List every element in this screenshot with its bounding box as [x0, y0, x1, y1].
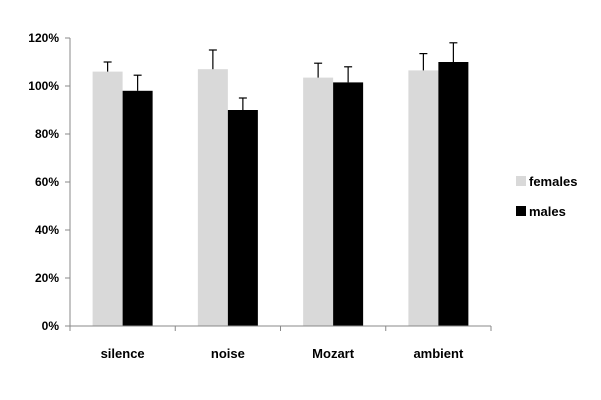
bars — [92, 62, 469, 327]
bar-females-mozart — [303, 77, 334, 326]
y-tick-label: 80% — [35, 127, 59, 141]
bar-males-silence — [122, 90, 153, 326]
bar-females-noise — [197, 69, 228, 326]
legend-swatch-males — [516, 206, 526, 216]
x-tick-label: Mozart — [312, 346, 355, 361]
x-tick-label: ambient — [413, 346, 464, 361]
legend-label-males: males — [529, 204, 566, 219]
bar-males-noise — [227, 110, 258, 326]
error-bars — [103, 42, 458, 110]
x-tick-label: noise — [211, 346, 245, 361]
y-tick-label: 40% — [35, 223, 59, 237]
bar-females-silence — [92, 71, 123, 326]
x-axis-categories: silence noise Mozart ambient — [69, 326, 492, 361]
bar-females-ambient — [408, 70, 439, 327]
y-tick-label: 120% — [28, 31, 59, 45]
y-tick-label: 0% — [42, 319, 60, 333]
y-tick-label: 100% — [28, 79, 59, 93]
bar-males-ambient — [438, 62, 469, 326]
x-tick-label: silence — [101, 346, 145, 361]
legend: females males — [516, 174, 577, 219]
y-axis-ticks: 0% 20% 40% 60% 80% 100% 120% — [28, 31, 70, 333]
bar-males-mozart — [333, 82, 364, 327]
legend-swatch-females — [516, 176, 526, 186]
legend-label-females: females — [529, 174, 577, 189]
y-tick-label: 60% — [35, 175, 59, 189]
y-tick-label: 20% — [35, 271, 59, 285]
